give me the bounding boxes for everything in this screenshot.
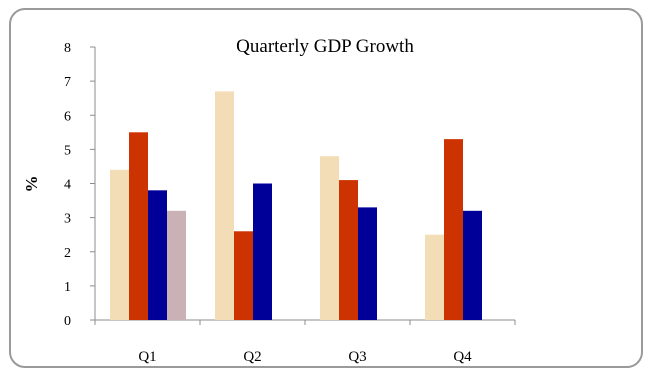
x-tick-label: Q1: [138, 349, 156, 365]
y-axis-label: %: [22, 176, 41, 193]
y-tick-label: 8: [64, 41, 71, 56]
bar: [148, 190, 167, 320]
plot-area: 0 1 2 3 4 5 6 7 8 Q1 Q2 Q3 Q4: [64, 41, 516, 365]
bar: [463, 210, 482, 320]
y-tick-label: 2: [64, 246, 71, 261]
x-tick-label: Q4: [453, 349, 472, 365]
chart-title: Quarterly GDP Growth: [236, 36, 414, 57]
y-tick-label: 4: [64, 178, 71, 193]
bar: [358, 207, 377, 320]
bar: [234, 231, 253, 320]
bar: [320, 156, 339, 320]
x-tick-label: Q2: [243, 349, 261, 365]
y-tick-label: 1: [64, 280, 71, 295]
bar: [215, 91, 234, 320]
bar: [110, 169, 129, 320]
y-tick-label: 6: [64, 109, 71, 124]
bar: [425, 234, 444, 320]
x-tick-label: Q3: [348, 349, 366, 365]
y-tick-label: 0: [64, 314, 71, 329]
bar: [444, 139, 463, 320]
bar: [253, 183, 272, 320]
bar: [129, 132, 148, 320]
y-tick-label: 3: [64, 212, 71, 227]
y-tick-label: 7: [64, 75, 71, 90]
y-tick-label: 5: [64, 143, 71, 158]
bar: [339, 180, 358, 320]
bar: [167, 210, 186, 320]
